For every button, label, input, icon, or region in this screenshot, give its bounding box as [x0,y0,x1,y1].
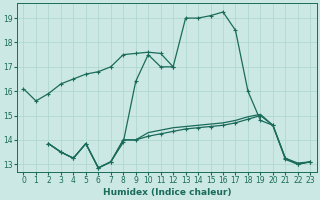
X-axis label: Humidex (Indice chaleur): Humidex (Indice chaleur) [103,188,231,197]
